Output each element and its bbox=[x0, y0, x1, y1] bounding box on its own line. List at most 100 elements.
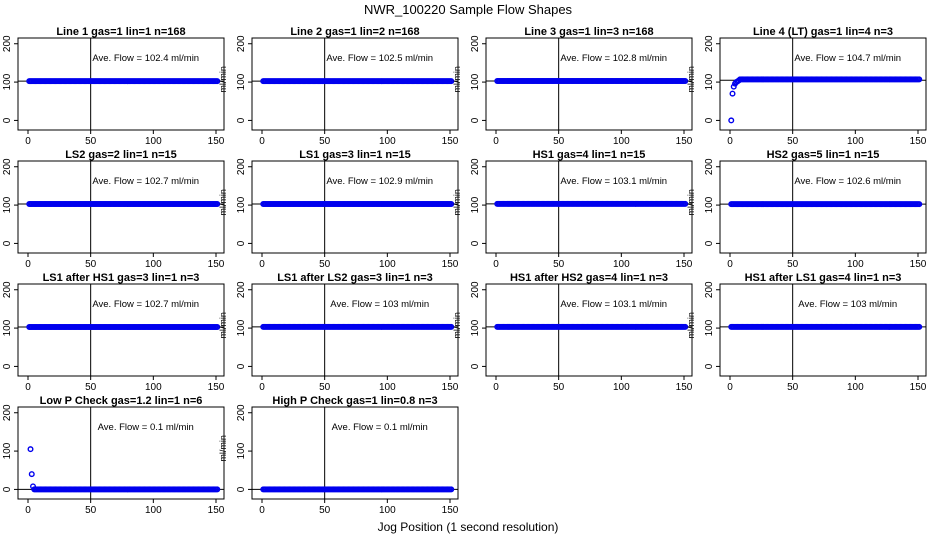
y-tick-label: 200 bbox=[2, 281, 13, 298]
panel-2: Line 2 gas=1 lin=2 n=168 ml/min 0 100 200 0 50… bbox=[218, 26, 459, 147]
y-axis-label: ml/min bbox=[686, 312, 696, 339]
y-tick-label: 100 bbox=[2, 73, 13, 90]
panel-title: Line 4 (LT) gas=1 lin=4 n=3 bbox=[753, 26, 893, 38]
data-point bbox=[682, 323, 689, 330]
y-tick-label: 200 bbox=[236, 158, 247, 175]
x-tick-label: 50 bbox=[553, 136, 565, 147]
data-point bbox=[448, 78, 455, 85]
plot-frame bbox=[485, 37, 693, 131]
x-tick-label: 0 bbox=[727, 259, 733, 270]
data-point bbox=[916, 76, 923, 83]
panel-title: LS1 after LS2 gas=3 lin=1 n=3 bbox=[277, 272, 433, 284]
y-tick-label: 200 bbox=[470, 35, 481, 52]
y-tick-label: 100 bbox=[704, 319, 715, 336]
panel-9: LS1 after HS1 gas=3 lin=1 n=3 ml/min 0 100 2… bbox=[2, 272, 225, 393]
y-tick-label: 100 bbox=[470, 196, 481, 213]
plot-frame bbox=[17, 406, 225, 500]
x-tick-label: 150 bbox=[676, 136, 693, 147]
data-point bbox=[28, 471, 35, 478]
panels-group: Line 1 gas=1 lin=1 n=168 ml/min 0 100 200 0 50… bbox=[2, 26, 927, 516]
x-tick-label: 150 bbox=[208, 259, 225, 270]
plot-frame bbox=[485, 283, 693, 377]
y-tick-label: 100 bbox=[236, 196, 247, 213]
x-tick-label: 100 bbox=[379, 259, 396, 270]
y-tick-label: 0 bbox=[470, 240, 481, 246]
x-tick-label: 0 bbox=[727, 136, 733, 147]
x-tick-label: 150 bbox=[442, 505, 459, 516]
data-point bbox=[682, 78, 689, 85]
panel-11: HS1 after HS2 gas=4 lin=1 n=3 ml/min 0 100 2… bbox=[452, 272, 693, 393]
y-tick-label: 0 bbox=[470, 117, 481, 123]
panel-14: High P Check gas=1 lin=0.8 n=3 ml/min 0 100… bbox=[218, 395, 459, 516]
x-tick-label: 100 bbox=[613, 382, 630, 393]
x-tick-label: 0 bbox=[259, 259, 265, 270]
y-tick-label: 100 bbox=[236, 73, 247, 90]
x-tick-label: 0 bbox=[25, 136, 31, 147]
x-tick-label: 150 bbox=[676, 259, 693, 270]
x-tick-label: 150 bbox=[676, 382, 693, 393]
figure-title: NWR_100220 Sample Flow Shapes bbox=[364, 2, 573, 17]
panel-title: Line 2 gas=1 lin=2 n=168 bbox=[290, 26, 419, 38]
x-tick-label: 100 bbox=[379, 505, 396, 516]
y-tick-label: 0 bbox=[704, 117, 715, 123]
panel-title: Line 1 gas=1 lin=1 n=168 bbox=[56, 26, 185, 38]
y-tick-label: 0 bbox=[236, 486, 247, 492]
panel-title: Low P Check gas=1.2 lin=1 n=6 bbox=[40, 395, 203, 407]
panel-title: HS1 after LS1 gas=4 lin=1 n=3 bbox=[745, 272, 902, 284]
x-tick-label: 150 bbox=[442, 136, 459, 147]
y-tick-label: 0 bbox=[704, 363, 715, 369]
panel-title: HS1 gas=4 lin=1 n=15 bbox=[533, 149, 646, 161]
x-tick-label: 50 bbox=[85, 136, 97, 147]
x-tick-label: 50 bbox=[787, 259, 799, 270]
x-tick-label: 100 bbox=[613, 136, 630, 147]
panel-4: Line 4 (LT) gas=1 lin=4 n=3 ml/min 0 100 200… bbox=[686, 26, 927, 147]
x-tick-label: 100 bbox=[145, 505, 162, 516]
plot-frame bbox=[17, 37, 225, 131]
y-axis-label: ml/min bbox=[686, 189, 696, 216]
y-tick-label: 200 bbox=[2, 35, 13, 52]
plot-frame bbox=[251, 37, 459, 131]
x-tick-label: 0 bbox=[259, 382, 265, 393]
x-tick-label: 100 bbox=[145, 259, 162, 270]
average-flow-annotation: Ave. Flow = 102.8 ml/min bbox=[560, 53, 667, 64]
y-tick-label: 0 bbox=[2, 486, 13, 492]
x-tick-label: 50 bbox=[787, 382, 799, 393]
x-tick-label: 50 bbox=[553, 259, 565, 270]
x-tick-label: 50 bbox=[319, 505, 331, 516]
data-point bbox=[916, 323, 923, 330]
y-tick-label: 200 bbox=[704, 281, 715, 298]
panel-title: HS2 gas=5 lin=1 n=15 bbox=[767, 149, 880, 161]
x-tick-label: 0 bbox=[493, 136, 499, 147]
y-tick-label: 100 bbox=[2, 442, 13, 459]
panel-title: LS2 gas=2 lin=1 n=15 bbox=[65, 149, 177, 161]
data-point bbox=[214, 201, 221, 208]
x-tick-label: 100 bbox=[145, 382, 162, 393]
x-tick-label: 100 bbox=[847, 136, 864, 147]
data-point bbox=[448, 323, 455, 330]
y-tick-label: 100 bbox=[470, 319, 481, 336]
plot-frame bbox=[251, 406, 459, 500]
panel-7: HS1 gas=4 lin=1 n=15 ml/min 0 100 200 0 50 100 1… bbox=[452, 149, 693, 270]
panel-8: HS2 gas=5 lin=1 n=15 ml/min 0 100 200 0 50 100 1… bbox=[686, 149, 927, 270]
x-tick-label: 50 bbox=[319, 382, 331, 393]
y-axis-label: ml/min bbox=[218, 189, 228, 216]
y-tick-label: 200 bbox=[236, 35, 247, 52]
y-axis-label: ml/min bbox=[452, 312, 462, 339]
average-flow-annotation: Ave. Flow = 102.9 ml/min bbox=[326, 176, 433, 187]
data-point bbox=[682, 200, 689, 207]
y-tick-label: 200 bbox=[470, 281, 481, 298]
average-flow-annotation: Ave. Flow = 103 ml/min bbox=[330, 299, 429, 310]
y-axis-label: ml/min bbox=[686, 66, 696, 93]
average-flow-annotation: Ave. Flow = 0.1 ml/min bbox=[332, 422, 428, 433]
x-tick-label: 100 bbox=[613, 259, 630, 270]
data-point bbox=[214, 78, 221, 85]
y-tick-label: 100 bbox=[704, 73, 715, 90]
y-tick-label: 0 bbox=[2, 117, 13, 123]
panel-3: Line 3 gas=1 lin=3 n=168 ml/min 0 100 200 0 50… bbox=[452, 26, 693, 147]
x-tick-label: 0 bbox=[259, 505, 265, 516]
y-tick-label: 0 bbox=[236, 363, 247, 369]
y-tick-label: 100 bbox=[2, 196, 13, 213]
panel-1: Line 1 gas=1 lin=1 n=168 ml/min 0 100 200 0 50… bbox=[2, 26, 225, 147]
data-point bbox=[916, 201, 923, 208]
